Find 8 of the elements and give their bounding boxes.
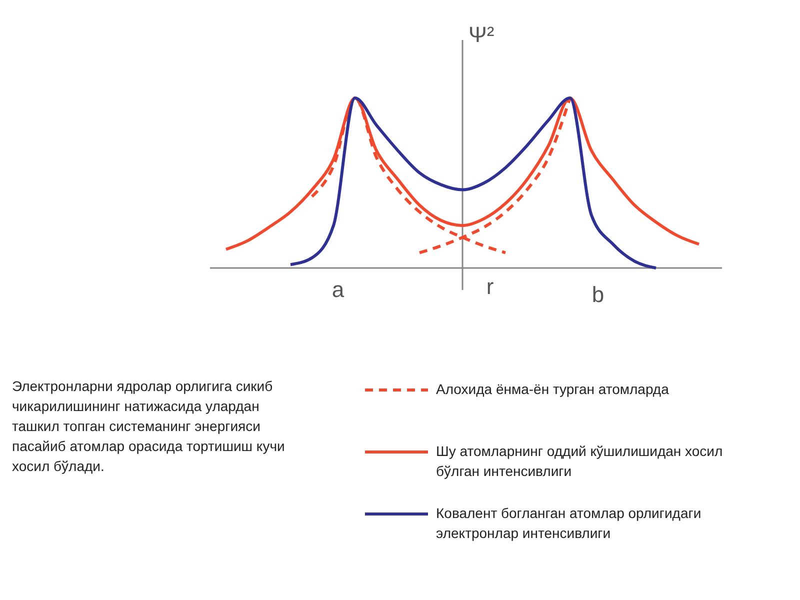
y-axis-title: Ψ² bbox=[468, 22, 494, 47]
text: a bbox=[332, 277, 345, 302]
text: b bbox=[592, 282, 604, 307]
legend-label: Шу атомларнинг оддий кўшилишидан хосил бўлган интенсивлиги bbox=[436, 443, 723, 479]
x-axis-title: r bbox=[486, 274, 494, 299]
legend-label: Ковалент богланган атомлар орлигидаги электронлар интенсивлиги bbox=[436, 505, 702, 541]
text: Электронларни ядролар орлигига сикиб чикарилишининг натижасида улардан ташкил топган системанинг энергияси пасайиб атомлар орасида тортишиш кучи хосил бўлади. bbox=[12, 378, 285, 474]
legend-label: Алохида ёнма-ён турган атомларда bbox=[436, 381, 670, 397]
